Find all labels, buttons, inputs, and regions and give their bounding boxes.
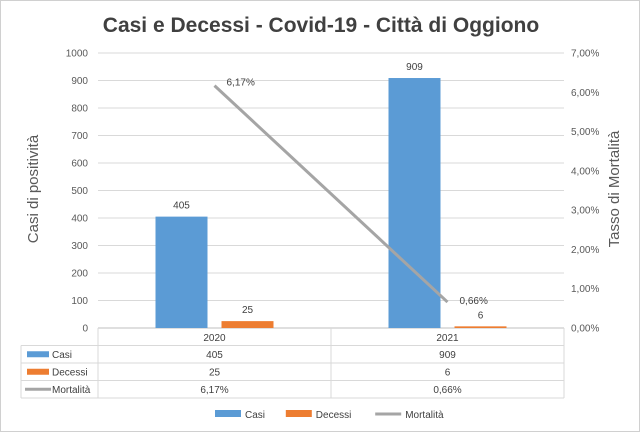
data-label-decessi: 25: [242, 305, 254, 316]
y-axis-title: Casi di positività: [25, 134, 42, 243]
table-series-name: Mortalità: [52, 385, 91, 396]
table-legend-key-casi: [27, 351, 49, 358]
y2-tick-label: 2,00%: [571, 245, 599, 256]
y2-tick-label: 6,00%: [571, 88, 599, 99]
y2-tick-label: 1,00%: [571, 284, 599, 295]
y-tick-label: 300: [71, 241, 88, 252]
legend-label-mortalità: Mortalità: [405, 410, 444, 421]
data-labels: 405 909 25 6 6,17% 0,66%: [173, 62, 488, 321]
y-axis-ticks: 0 100 200 300 400 500 600 700 800 900 1000: [66, 49, 89, 335]
data-label-mortalità: 6,17%: [227, 78, 255, 89]
data-label-casi: 405: [173, 201, 190, 212]
legend-key-casi: [215, 410, 241, 417]
y-tick-label: 400: [71, 214, 88, 225]
y2-tick-label: 0,00%: [571, 324, 599, 335]
mortality-line: [213, 84, 449, 304]
bar-decessi: [221, 321, 274, 328]
x-category-label: 2020: [203, 333, 226, 344]
y-tick-label: 700: [71, 131, 88, 142]
bar-casi: [388, 78, 441, 329]
y2-tick-label: 7,00%: [571, 49, 599, 60]
legend-key-decessi: [285, 410, 312, 417]
legend: Casi Decessi Mortalità: [215, 410, 444, 421]
y-tick-label: 200: [71, 269, 88, 280]
x-category-label: 2021: [436, 333, 459, 344]
mortality-line-group: [213, 84, 449, 304]
table-series-name: Casi: [52, 350, 72, 361]
y2-tick-label: 5,00%: [571, 127, 599, 138]
y2-axis-title: Tasso di Mortalità: [606, 130, 623, 247]
legend-label-decessi: Decessi: [316, 410, 352, 421]
legend-label-casi: Casi: [245, 410, 265, 421]
y2-tick-label: 4,00%: [571, 166, 599, 177]
data-label-casi: 909: [406, 62, 423, 73]
y-tick-label: 0: [82, 324, 88, 335]
table-cell: 25: [209, 367, 221, 378]
y-tick-label: 600: [71, 159, 88, 170]
y-tick-label: 900: [71, 76, 88, 87]
data-label-decessi: 6: [478, 310, 484, 321]
table-cell: 405: [206, 350, 223, 361]
table-cell: 909: [439, 350, 456, 361]
table-series-name: Decessi: [52, 367, 88, 378]
chart-title: Casi e Decessi - Covid-19 - Città di Ogg…: [103, 14, 539, 37]
y-tick-label: 100: [71, 296, 88, 307]
bar-casi: [155, 216, 208, 328]
table-cell: 6,17%: [200, 385, 228, 396]
y2-axis-ticks: 0,00% 1,00% 2,00% 3,00% 4,00% 5,00% 6,00% 7,00%: [571, 49, 599, 335]
data-table: 2020 2021 Casi 405 909 Decessi 25 6 Mortalità 6,1…: [20, 328, 565, 399]
bars: [155, 78, 507, 329]
table-legend-key-decessi: [27, 368, 49, 375]
table-cell: 6: [445, 367, 451, 378]
y-tick-label: 800: [71, 104, 88, 115]
y-tick-label: 1000: [66, 49, 89, 60]
table-cell: 0,66%: [433, 385, 461, 396]
y2-tick-label: 3,00%: [571, 206, 599, 217]
data-label-mortalità: 0,66%: [460, 296, 488, 307]
y-tick-label: 500: [71, 186, 88, 197]
bar-decessi: [454, 326, 507, 328]
